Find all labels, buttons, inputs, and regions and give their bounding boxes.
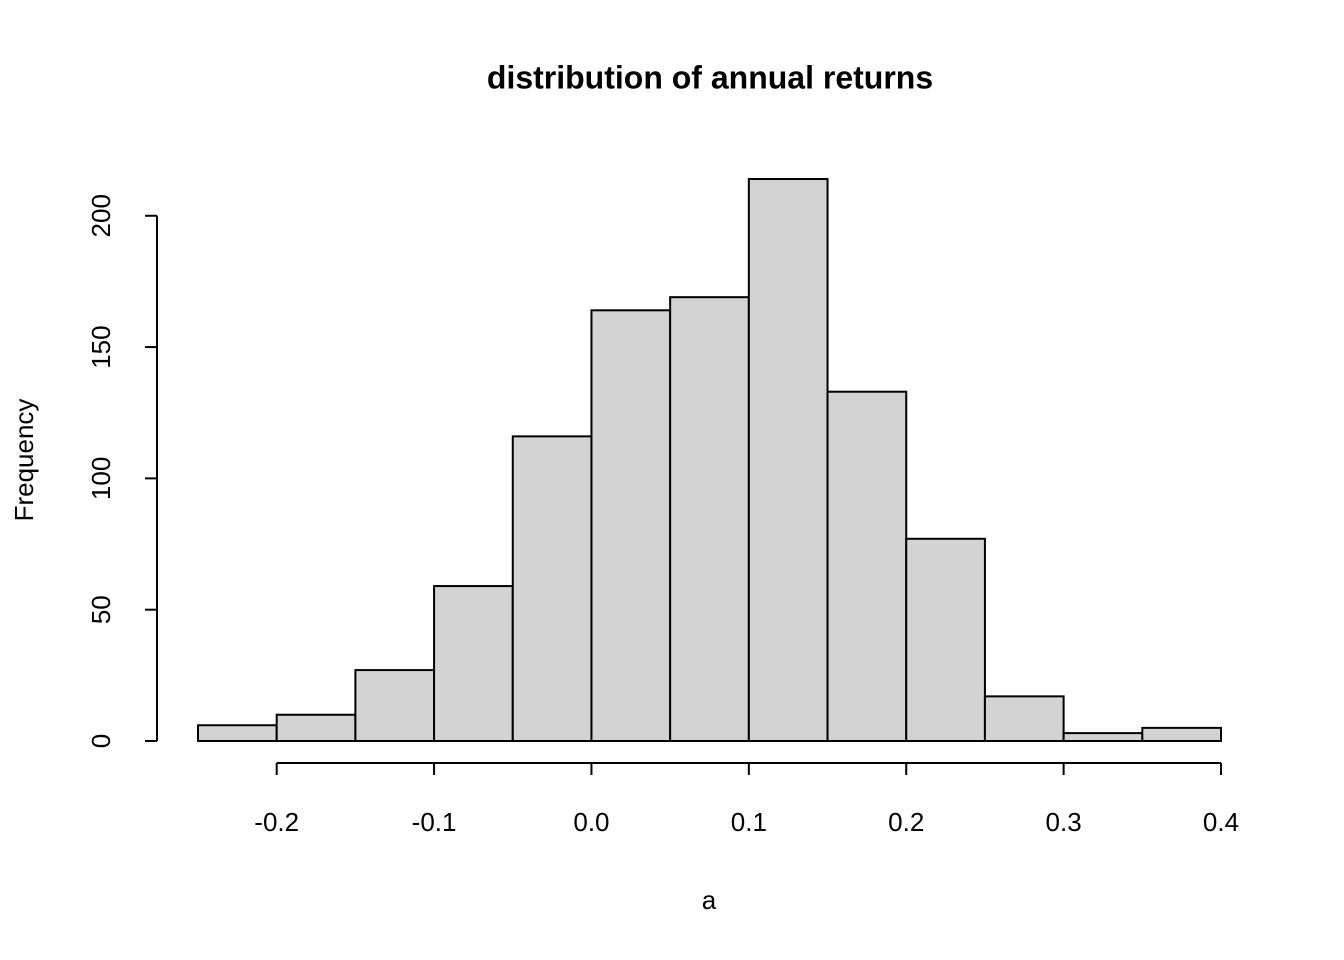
- x-tick-label: 0.2: [888, 807, 924, 837]
- bar: [1062, 732, 1144, 743]
- chart-title: distribution of annual returns: [487, 59, 933, 95]
- bar: [590, 309, 672, 742]
- y-tick-label: 100: [86, 457, 116, 500]
- y-tick-label: 200: [86, 194, 116, 237]
- bar: [275, 713, 357, 743]
- bar: [433, 585, 514, 743]
- bar: [1141, 726, 1223, 742]
- y-tick-label: 0: [86, 734, 116, 748]
- bar: [826, 390, 908, 742]
- x-tick-label: -0.1: [412, 807, 457, 837]
- x-tick-label: 0.3: [1046, 807, 1082, 837]
- bar: [511, 435, 593, 742]
- x-axis-label: a: [702, 885, 717, 915]
- bar: [197, 724, 278, 742]
- bar: [905, 537, 986, 742]
- x-tick-label: 0.0: [573, 807, 609, 837]
- x-tick-label: 0.4: [1203, 807, 1239, 837]
- y-axis-label: Frequency: [9, 399, 39, 522]
- x-tick-label: -0.2: [254, 807, 299, 837]
- bar: [747, 178, 829, 742]
- bar: [354, 669, 436, 742]
- y-tick-label: 150: [86, 325, 116, 368]
- x-tick-label: 0.1: [731, 807, 767, 837]
- y-tick-label: 50: [86, 595, 116, 624]
- bar: [983, 695, 1065, 743]
- bar: [669, 296, 750, 742]
